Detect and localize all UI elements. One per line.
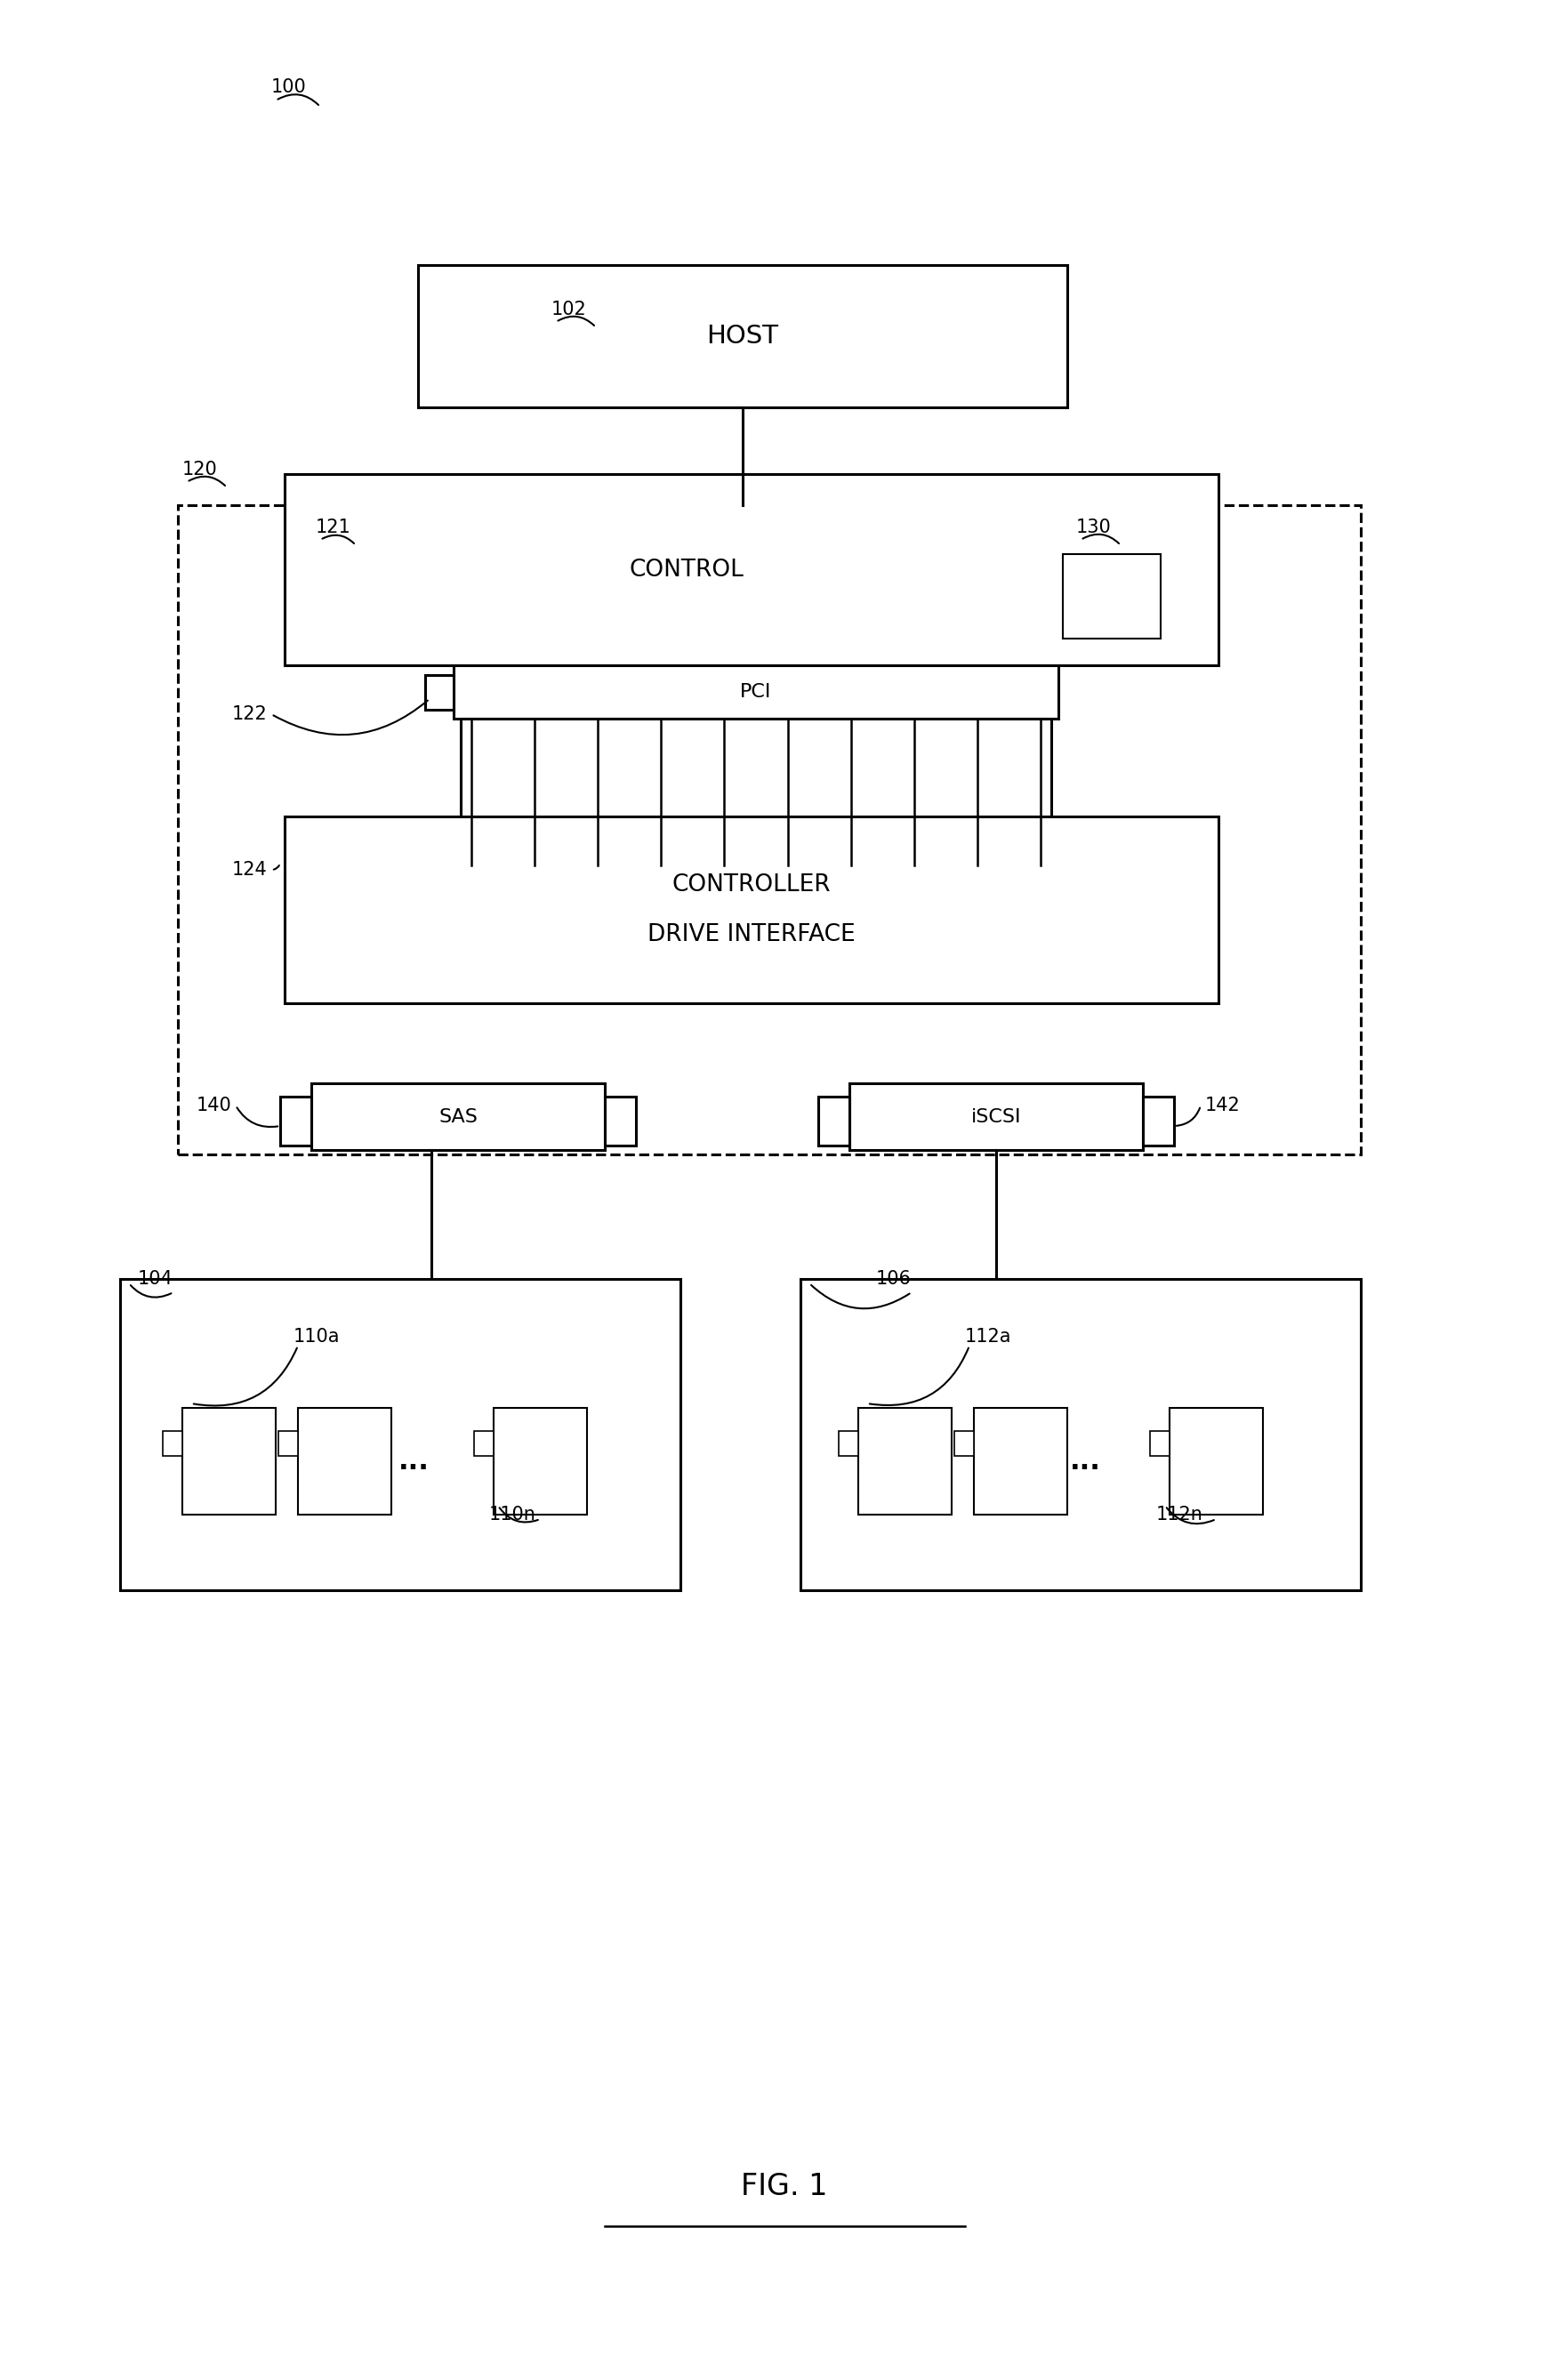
- Bar: [494, 1409, 586, 1515]
- Bar: [425, 674, 453, 709]
- Text: iSCSI: iSCSI: [971, 1109, 1021, 1125]
- Text: ...: ...: [398, 1449, 430, 1475]
- Bar: [182, 1409, 276, 1515]
- Bar: [312, 1083, 605, 1149]
- Bar: [281, 1097, 312, 1147]
- Bar: [285, 816, 1218, 1002]
- Bar: [1170, 1409, 1262, 1515]
- Bar: [177, 506, 1361, 1154]
- Bar: [818, 1097, 850, 1147]
- Text: 104: 104: [138, 1269, 172, 1288]
- Text: 112a: 112a: [964, 1329, 1011, 1345]
- Text: FIG. 1: FIG. 1: [740, 2173, 828, 2201]
- Text: PCI: PCI: [740, 683, 771, 700]
- Text: HOST: HOST: [707, 324, 779, 348]
- Bar: [850, 1083, 1143, 1149]
- Text: ...: ...: [1069, 1449, 1101, 1475]
- Text: 102: 102: [552, 300, 586, 319]
- Text: CONTROLLER: CONTROLLER: [673, 872, 831, 896]
- Bar: [461, 719, 1051, 865]
- Bar: [1149, 1430, 1170, 1456]
- Text: 130: 130: [1076, 518, 1112, 537]
- Text: CONTROL: CONTROL: [629, 558, 743, 582]
- Bar: [279, 1430, 298, 1456]
- Text: 122: 122: [232, 704, 267, 723]
- Text: SAS: SAS: [439, 1109, 478, 1125]
- Bar: [453, 664, 1058, 719]
- Text: 112n: 112n: [1156, 1506, 1203, 1522]
- Bar: [839, 1430, 858, 1456]
- Text: 124: 124: [232, 860, 267, 879]
- Bar: [419, 265, 1068, 407]
- Bar: [1143, 1097, 1174, 1147]
- Bar: [974, 1409, 1068, 1515]
- Text: 110n: 110n: [489, 1506, 536, 1522]
- Bar: [800, 1279, 1361, 1591]
- Text: 121: 121: [315, 518, 351, 537]
- Bar: [605, 1097, 637, 1147]
- Text: 100: 100: [271, 78, 307, 97]
- Bar: [858, 1409, 952, 1515]
- Text: 120: 120: [182, 461, 218, 478]
- Bar: [121, 1279, 681, 1591]
- Bar: [285, 475, 1218, 664]
- Bar: [163, 1430, 182, 1456]
- Bar: [955, 1430, 974, 1456]
- Text: 142: 142: [1206, 1097, 1240, 1113]
- Bar: [474, 1430, 494, 1456]
- Text: DRIVE INTERFACE: DRIVE INTERFACE: [648, 924, 856, 946]
- Text: 110a: 110a: [293, 1329, 340, 1345]
- Bar: [298, 1409, 392, 1515]
- Text: 106: 106: [877, 1269, 911, 1288]
- Text: 140: 140: [196, 1097, 230, 1113]
- Bar: [1063, 553, 1160, 638]
